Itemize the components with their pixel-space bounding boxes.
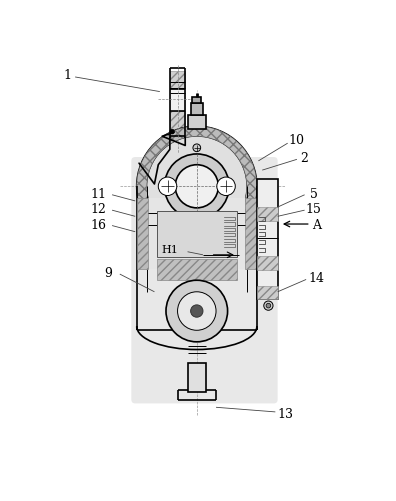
Bar: [188, 115, 206, 129]
Text: 15: 15: [306, 203, 322, 216]
Circle shape: [177, 292, 216, 331]
Text: A: A: [312, 218, 321, 231]
Text: 9: 9: [104, 267, 112, 280]
Text: 12: 12: [90, 203, 106, 216]
Text: 13: 13: [277, 407, 293, 420]
Circle shape: [266, 304, 271, 308]
Bar: [170, 90, 185, 112]
Circle shape: [170, 130, 175, 135]
Bar: [257, 208, 278, 221]
Text: 1: 1: [63, 69, 71, 82]
Bar: [257, 286, 278, 300]
Circle shape: [193, 145, 201, 152]
Text: 14: 14: [308, 272, 324, 285]
Wedge shape: [166, 281, 228, 342]
Circle shape: [175, 165, 218, 208]
Circle shape: [147, 137, 247, 237]
Text: H1: H1: [162, 245, 178, 255]
Bar: [157, 211, 237, 258]
Bar: [192, 98, 202, 104]
Bar: [170, 112, 185, 137]
Bar: [257, 179, 278, 300]
Bar: [245, 198, 257, 269]
Bar: [148, 198, 245, 269]
Circle shape: [139, 129, 255, 244]
Text: 11: 11: [90, 187, 106, 200]
Bar: [170, 72, 185, 89]
Circle shape: [158, 178, 177, 196]
Circle shape: [190, 305, 203, 318]
Circle shape: [166, 281, 228, 342]
Bar: [257, 257, 278, 271]
Circle shape: [217, 178, 235, 196]
Bar: [157, 259, 237, 281]
Bar: [190, 104, 203, 115]
Bar: [137, 198, 148, 269]
Circle shape: [137, 127, 257, 247]
Circle shape: [164, 155, 229, 219]
Text: 16: 16: [90, 218, 106, 231]
Wedge shape: [137, 127, 257, 247]
Bar: [188, 363, 206, 392]
Text: 5: 5: [310, 187, 318, 200]
Circle shape: [264, 302, 273, 311]
FancyBboxPatch shape: [131, 158, 278, 404]
Text: 2: 2: [301, 151, 308, 164]
Text: 10: 10: [289, 134, 305, 146]
